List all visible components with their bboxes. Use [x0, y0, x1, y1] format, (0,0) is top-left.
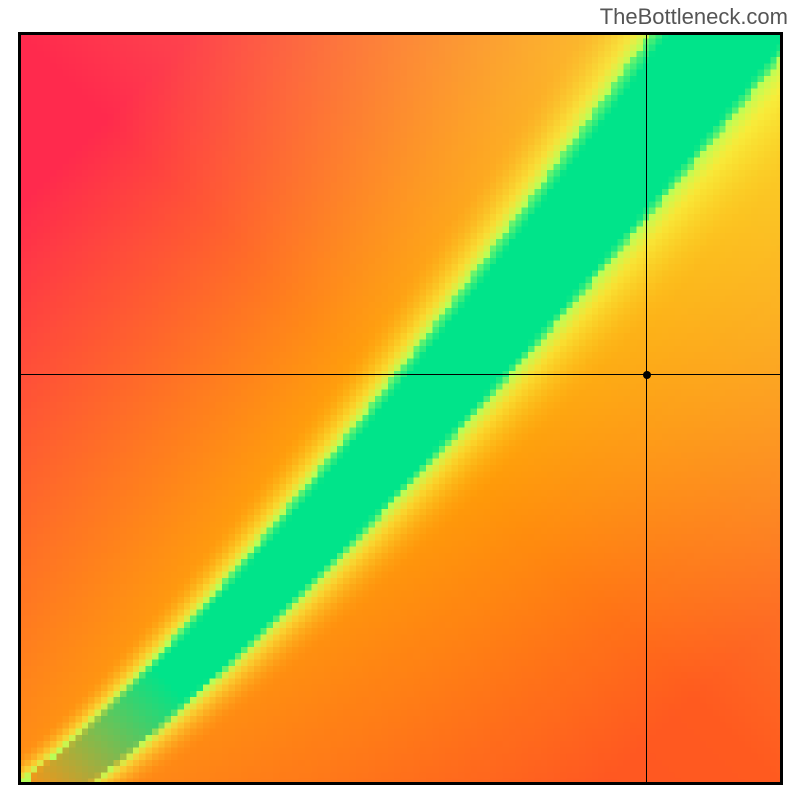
- crosshair-vertical: [646, 32, 647, 785]
- bottleneck-heatmap: [18, 32, 783, 785]
- watermark-text: TheBottleneck.com: [600, 4, 788, 30]
- crosshair-marker: [643, 371, 651, 379]
- heatmap-frame: [18, 32, 783, 785]
- chart-container: TheBottleneck.com: [0, 0, 800, 800]
- crosshair-horizontal: [18, 374, 783, 375]
